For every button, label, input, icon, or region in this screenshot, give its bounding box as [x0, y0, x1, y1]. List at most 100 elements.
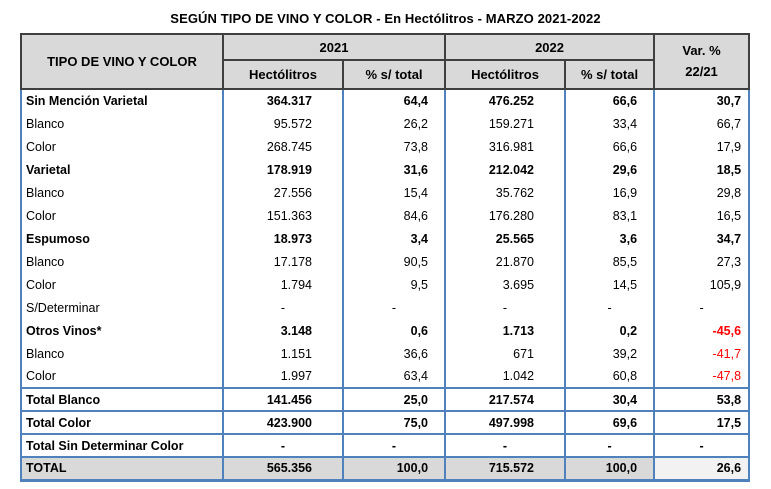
table-row: Espumoso 18.973 3,4 25.565 3,6 34,7: [20, 227, 751, 250]
col-header-hectolitros-2022: Hectólitros: [444, 59, 567, 90]
wine-table: TIPO DE VINO Y COLOR 2021 2022 Var. % 22…: [20, 33, 751, 482]
pct-2022-cell: 39,2: [564, 342, 656, 365]
pct-2022-cell: 100,0: [564, 456, 656, 482]
hectolitros-2021-cell: 1.151: [222, 342, 344, 365]
table-row: Color 1.794 9,5 3.695 14,5 105,9: [20, 273, 751, 296]
pct-2022-cell: 3,6: [564, 227, 656, 250]
pct-2021-cell: 25,0: [341, 387, 447, 411]
var-pct-cell: 17,5: [653, 410, 751, 434]
row-label: Blanco: [20, 250, 224, 273]
table-body: Sin Mención Varietal 364.317 64,4 476.25…: [20, 89, 751, 482]
var-pct-cell: -45,6: [653, 319, 751, 342]
pct-2022-cell: -: [564, 296, 656, 319]
pct-2022-cell: 16,9: [564, 181, 656, 204]
row-label: Color: [20, 135, 224, 158]
var-pct-cell: 105,9: [653, 273, 751, 296]
pct-2022-cell: 0,2: [564, 319, 656, 342]
var-pct-cell: 16,5: [653, 204, 751, 227]
hectolitros-2021-cell: -: [222, 296, 344, 319]
var-pct-cell: 18,5: [653, 158, 751, 181]
pct-2021-cell: 0,6: [341, 319, 447, 342]
table-row: Otros Vinos* 3.148 0,6 1.713 0,2 -45,6: [20, 319, 751, 342]
hectolitros-2022-cell: 476.252: [444, 89, 567, 112]
hectolitros-2022-cell: 3.695: [444, 273, 567, 296]
table-header: TIPO DE VINO Y COLOR 2021 2022 Var. % 22…: [20, 33, 751, 90]
pct-2021-cell: 26,2: [341, 112, 447, 135]
var-pct-cell: -41,7: [653, 342, 751, 365]
hectolitros-2022-cell: 159.271: [444, 112, 567, 135]
pct-2022-cell: -: [564, 433, 656, 457]
row-label: Color: [20, 204, 224, 227]
table-row: Blanco 1.151 36,6 671 39,2 -41,7: [20, 342, 751, 365]
hectolitros-2022-cell: 1.713: [444, 319, 567, 342]
table-row: Total Color 423.900 75,0 497.998 69,6 17…: [20, 410, 751, 434]
hectolitros-2021-cell: 1.997: [222, 365, 344, 388]
hectolitros-2021-cell: 364.317: [222, 89, 344, 112]
pct-2021-cell: 63,4: [341, 365, 447, 388]
row-label: Color: [20, 365, 224, 388]
hectolitros-2022-cell: 35.762: [444, 181, 567, 204]
table-row: Blanco 27.556 15,4 35.762 16,9 29,8: [20, 181, 751, 204]
pct-2021-cell: -: [341, 433, 447, 457]
var-pct-cell: 17,9: [653, 135, 751, 158]
pct-2022-cell: 29,6: [564, 158, 656, 181]
page-title: SEGÚN TIPO DE VINO Y COLOR - En Hectólit…: [170, 11, 601, 26]
row-label: Total Blanco: [20, 387, 224, 411]
pct-2022-cell: 66,6: [564, 135, 656, 158]
hectolitros-2022-cell: -: [444, 296, 567, 319]
pct-2022-cell: 85,5: [564, 250, 656, 273]
hectolitros-2021-cell: 423.900: [222, 410, 344, 434]
table-row: Color 268.745 73,8 316.981 66,6 17,9: [20, 135, 751, 158]
hectolitros-2022-cell: 671: [444, 342, 567, 365]
hectolitros-2021-cell: 17.178: [222, 250, 344, 273]
table-row: Total Sin Determinar Color - - - - -: [20, 433, 751, 457]
pct-2021-cell: 36,6: [341, 342, 447, 365]
row-label: Espumoso: [20, 227, 224, 250]
pct-2022-cell: 66,6: [564, 89, 656, 112]
row-label: Blanco: [20, 181, 224, 204]
hectolitros-2022-cell: 21.870: [444, 250, 567, 273]
row-label: Total Color: [20, 410, 224, 434]
table-row: TOTAL 565.356 100,0 715.572 100,0 26,6: [20, 456, 751, 482]
pct-2021-cell: 64,4: [341, 89, 447, 112]
row-label: Sin Mención Varietal: [20, 89, 224, 112]
var-pct-cell: -: [653, 433, 751, 457]
hectolitros-2021-cell: 178.919: [222, 158, 344, 181]
table-row: S/Determinar - - - - -: [20, 296, 751, 319]
col-header-tipo: TIPO DE VINO Y COLOR: [20, 33, 224, 90]
table-row: Blanco 95.572 26,2 159.271 33,4 66,7: [20, 112, 751, 135]
row-label: Otros Vinos*: [20, 319, 224, 342]
pct-2022-cell: 14,5: [564, 273, 656, 296]
var-pct-cell: 34,7: [653, 227, 751, 250]
hectolitros-2022-cell: 217.574: [444, 387, 567, 411]
table-row: Total Blanco 141.456 25,0 217.574 30,4 5…: [20, 387, 751, 411]
pct-2022-cell: 30,4: [564, 387, 656, 411]
hectolitros-2022-cell: 715.572: [444, 456, 567, 482]
hectolitros-2022-cell: 212.042: [444, 158, 567, 181]
col-header-var: Var. % 22/21: [653, 33, 751, 90]
hectolitros-2021-cell: 1.794: [222, 273, 344, 296]
col-header-hectolitros-2021: Hectólitros: [222, 59, 344, 90]
pct-2022-cell: 33,4: [564, 112, 656, 135]
pct-2021-cell: -: [341, 296, 447, 319]
row-label: Total Sin Determinar Color: [20, 433, 224, 457]
pct-2021-cell: 31,6: [341, 158, 447, 181]
col-header-pct-2022: % s/ total: [564, 59, 656, 90]
hectolitros-2022-cell: 497.998: [444, 410, 567, 434]
pct-2022-cell: 69,6: [564, 410, 656, 434]
hectolitros-2021-cell: 95.572: [222, 112, 344, 135]
var-header-line1: Var. %: [682, 43, 721, 59]
hectolitros-2022-cell: 25.565: [444, 227, 567, 250]
hectolitros-2021-cell: 151.363: [222, 204, 344, 227]
col-header-2021: 2021: [221, 33, 447, 61]
var-pct-cell: 30,7: [653, 89, 751, 112]
hectolitros-2022-cell: 316.981: [444, 135, 567, 158]
pct-2021-cell: 3,4: [341, 227, 447, 250]
var-pct-cell: 53,8: [653, 387, 751, 411]
var-pct-cell: 26,6: [653, 456, 751, 482]
pct-2021-cell: 73,8: [341, 135, 447, 158]
row-label: Color: [20, 273, 224, 296]
pct-2021-cell: 100,0: [341, 456, 447, 482]
table-row: Sin Mención Varietal 364.317 64,4 476.25…: [20, 89, 751, 112]
row-label: Varietal: [20, 158, 224, 181]
